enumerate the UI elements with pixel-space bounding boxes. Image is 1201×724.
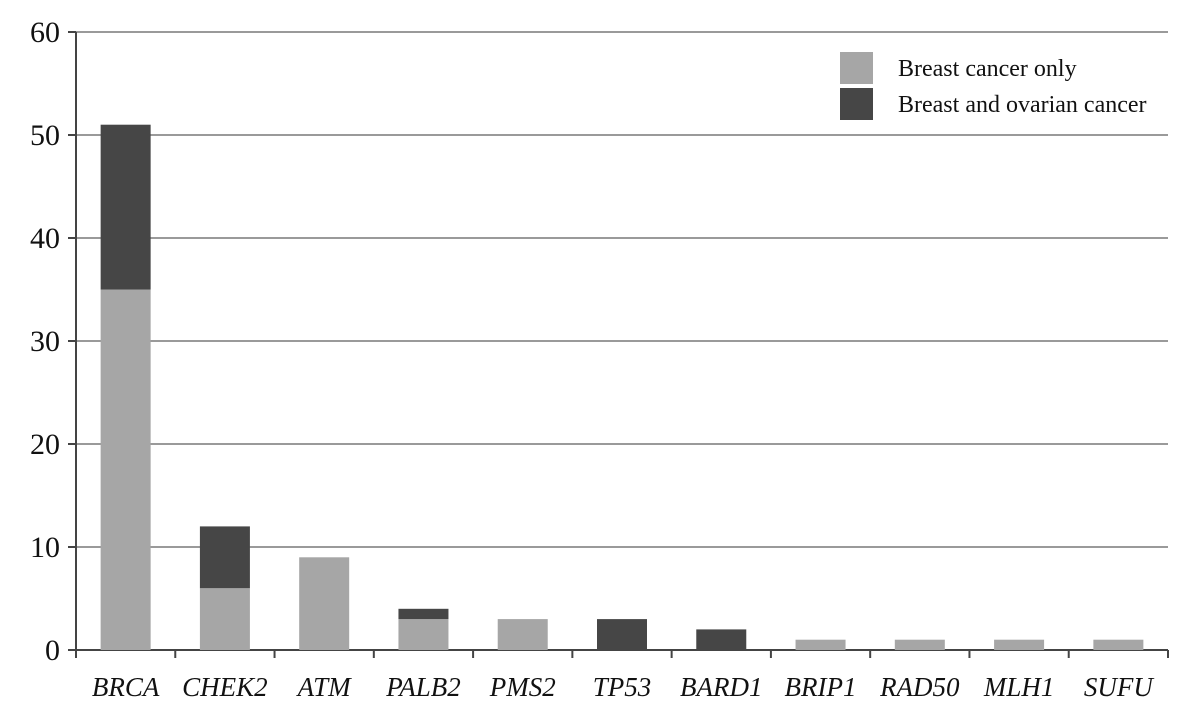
x-tick-label-atm: ATM: [296, 672, 353, 702]
bar-palb2-series-1: [398, 619, 448, 650]
x-tick-label-bard1: BARD1: [680, 672, 762, 702]
x-tick-label-palb2: PALB2: [385, 672, 461, 702]
bars: [101, 125, 1144, 650]
x-tick-label-brip1: BRIP1: [785, 672, 857, 702]
x-tick-label-tp53: TP53: [593, 672, 652, 702]
bar-bard1-series-2: [696, 629, 746, 650]
bar-atm-series-1: [299, 557, 349, 650]
legend: Breast cancer only Breast and ovarian can…: [840, 52, 1147, 120]
bar-pms2-series-1: [498, 619, 548, 650]
bar-tp53-series-2: [597, 619, 647, 650]
x-tick-label-pms2: PMS2: [489, 672, 556, 702]
bar-chek2-series-1: [200, 588, 250, 650]
x-tick-label-chek2: CHEK2: [182, 672, 268, 702]
bar-brip1-series-1: [796, 640, 846, 650]
legend-label-1: Breast cancer only: [898, 56, 1077, 82]
y-tick-label-0: 0: [45, 634, 60, 667]
legend-swatch-2: [840, 88, 873, 120]
y-tick-labels: 0 10 20 30 40 50 60: [30, 16, 60, 667]
bar-brca-series-1: [101, 290, 151, 651]
x-tick-label-mlh1: MLH1: [983, 672, 1055, 702]
x-tick-labels: BRCA CHEK2 ATM PALB2 PMS2 TP53 BARD1 BRIP1 RAD50…: [92, 672, 1154, 702]
bar-mlh1-series-1: [994, 640, 1044, 650]
y-tick-label-10: 10: [30, 531, 60, 564]
x-tick-label-sufu: SUFU: [1084, 672, 1154, 702]
legend-swatch-1: [840, 52, 873, 84]
y-tick-label-60: 60: [30, 16, 60, 49]
bar-palb2-series-2: [398, 609, 448, 619]
bar-sufu-series-1: [1093, 640, 1143, 650]
y-tick-label-40: 40: [30, 222, 60, 255]
legend-label-2: Breast and ovarian cancer: [898, 92, 1147, 118]
bar-rad50-series-1: [895, 640, 945, 650]
x-tick-label-rad50: RAD50: [879, 672, 960, 702]
bar-chek2-series-2: [200, 526, 250, 588]
y-tick-label-50: 50: [30, 119, 60, 152]
y-tick-label-20: 20: [30, 428, 60, 461]
x-tick-label-brca: BRCA: [92, 672, 160, 702]
bar-brca-series-2: [101, 125, 151, 290]
y-tick-label-30: 30: [30, 325, 60, 358]
